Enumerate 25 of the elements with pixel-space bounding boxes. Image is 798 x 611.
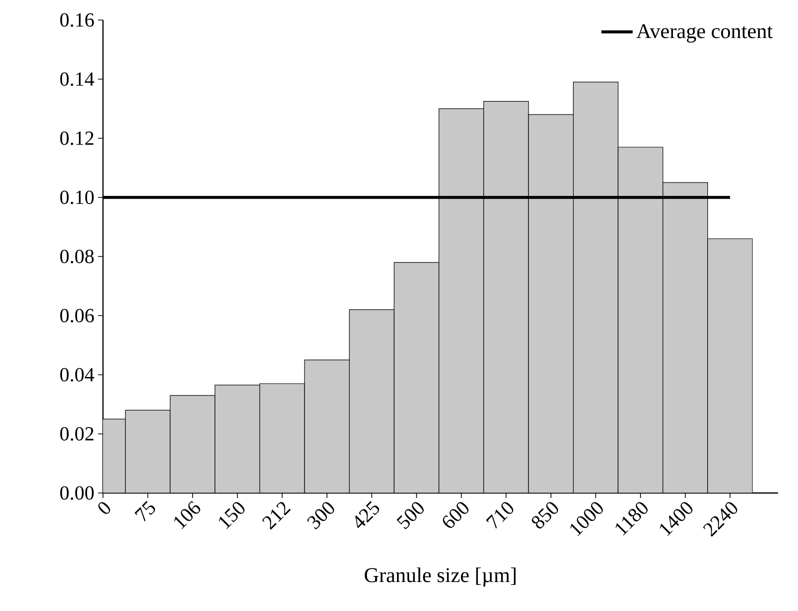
- x-tick-label: 150: [219, 502, 244, 530]
- y-tick-label: 0.10: [60, 190, 94, 204]
- x-tick-label: 1400: [660, 502, 692, 536]
- y-tick-label: 0.12: [60, 131, 94, 146]
- x-tick-label: 1180: [616, 502, 648, 536]
- x-tick-label: 850: [532, 502, 558, 529]
- x-tick-label: 300: [307, 502, 334, 530]
- y-tick-label: 0.06: [60, 308, 94, 322]
- y-tick-label: 0.14: [60, 72, 94, 86]
- x-tick-label: 1000: [570, 502, 603, 536]
- y-tick-label: 0.16: [60, 13, 94, 27]
- x-tick-label: 600: [442, 502, 468, 528]
- y-tick-label: 0.08: [60, 250, 94, 264]
- x-axis-title: Granule size [µm]: [364, 567, 516, 587]
- x-tick-label: 75: [134, 500, 156, 522]
- x-tick-label: 710: [486, 502, 514, 529]
- x-tick-label: 106: [174, 500, 200, 530]
- x-tick-label: 500: [396, 502, 424, 530]
- x-tick-label: 0: [98, 502, 110, 514]
- x-tick-label: 212: [262, 502, 291, 530]
- y-tick-label: 0.02: [60, 427, 94, 441]
- y-tick-label: 0.04: [60, 368, 94, 382]
- x-tick-label: 425: [355, 501, 380, 528]
- legend-label: Average content: [636, 24, 773, 43]
- y-tick-label: 0.00: [60, 486, 94, 500]
